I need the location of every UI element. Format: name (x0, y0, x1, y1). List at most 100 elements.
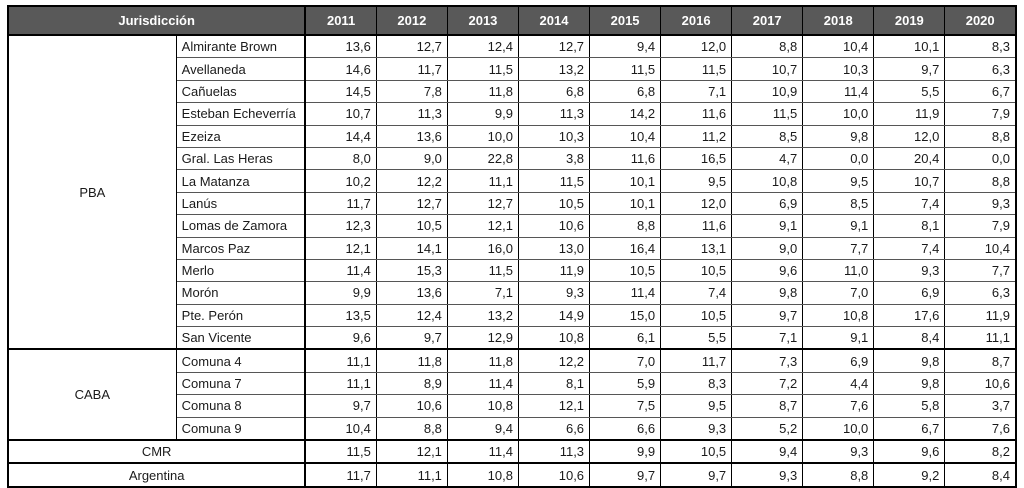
year-header-2020: 2020 (944, 5, 1017, 36)
value-cell: 8,5 (731, 124, 804, 148)
value-cell: 6,8 (517, 79, 591, 104)
value-cell: 12,0 (660, 191, 733, 216)
jurisdiction-name: Ezeiza (175, 124, 307, 148)
value-cell: 12,1 (304, 236, 377, 260)
value-cell: 11,5 (446, 57, 519, 81)
value-cell: 11,1 (375, 462, 448, 488)
jurisdiction-name: Comuna 9 (175, 416, 307, 441)
value-cell: 10,8 (731, 169, 804, 193)
value-cell: 8,8 (944, 169, 1017, 193)
value-cell: 12,4 (446, 34, 519, 59)
value-cell: 12,1 (517, 394, 591, 418)
value-cell: 9,1 (731, 214, 804, 238)
value-cell: 7,5 (589, 394, 662, 418)
jurisdiction-name: Lomas de Zamora (175, 214, 307, 238)
value-cell: 4,7 (731, 146, 804, 171)
value-cell: 11,6 (660, 102, 733, 126)
value-cell: 7,1 (731, 326, 804, 350)
value-cell: 9,3 (517, 281, 591, 305)
value-cell: 9,5 (802, 169, 875, 193)
value-cell: 10,8 (517, 326, 591, 350)
value-cell: 8,8 (375, 416, 448, 441)
table-row: San Vicente 9,6 9,7 12,9 10,8 6,1 5,5 7,1 9,1 8,4… (8, 326, 1017, 350)
value-cell: 11,4 (446, 439, 519, 464)
value-cell: 13,2 (517, 57, 591, 81)
value-cell: 11,8 (446, 79, 519, 104)
value-cell: 11,7 (375, 57, 448, 81)
value-cell: 6,9 (873, 281, 946, 305)
value-cell: 15,3 (375, 258, 448, 283)
table-row: La Matanza 10,2 12,2 11,1 11,5 10,1 9,5 10,8 9,5… (8, 169, 1017, 193)
value-cell: 12,0 (660, 34, 733, 59)
value-cell: 11,5 (589, 57, 662, 81)
jurisdiction-name: Merlo (175, 258, 307, 283)
value-cell: 11,5 (731, 102, 804, 126)
value-cell: 11,0 (802, 258, 875, 283)
value-cell: 11,7 (304, 191, 377, 216)
value-cell: 10,7 (731, 57, 804, 81)
value-cell: 8,8 (589, 214, 662, 238)
table-row: Merlo 11,4 15,3 11,5 11,9 10,5 10,5 9,6 11,0 9,3 7… (8, 258, 1017, 283)
value-cell: 17,6 (873, 303, 946, 328)
value-cell: 10,3 (802, 57, 875, 81)
value-cell: 9,9 (304, 281, 377, 305)
value-cell: 9,7 (375, 326, 448, 350)
value-cell: 10,0 (446, 124, 519, 148)
value-cell: 8,3 (660, 371, 733, 396)
value-cell: 8,4 (944, 462, 1017, 488)
value-cell: 11,5 (517, 169, 591, 193)
table-row: Lanús 11,7 12,7 12,7 10,5 10,1 12,0 6,9 8,5 7,4 9,… (8, 191, 1017, 216)
value-cell: 8,9 (375, 371, 448, 396)
value-cell: 9,8 (873, 348, 946, 373)
value-cell: 11,4 (589, 281, 662, 305)
value-cell: 10,4 (802, 34, 875, 59)
value-cell: 7,2 (731, 371, 804, 396)
value-cell: 13,6 (304, 34, 377, 59)
value-cell: 9,7 (873, 57, 946, 81)
value-cell: 13,2 (446, 303, 519, 328)
table-row: CABA Comuna 4 11,1 11,8 11,8 12,2 7,0 11,7 7,3 6,… (7, 348, 1017, 442)
table-row: Lomas de Zamora 12,3 10,5 12,1 10,6 8,8 11,6 9,… (8, 214, 1017, 238)
value-cell: 11,4 (802, 79, 875, 104)
value-cell: 8,7 (944, 348, 1017, 373)
value-cell: 10,5 (517, 191, 591, 216)
value-cell: 9,9 (589, 439, 662, 464)
value-cell: 20,4 (873, 146, 946, 171)
value-cell: 5,2 (731, 416, 804, 441)
value-cell: 14,6 (304, 57, 377, 81)
table-row: Avellaneda 14,6 11,7 11,5 13,2 11,5 11,5 10,7 10… (8, 57, 1017, 81)
value-cell: 10,4 (944, 236, 1017, 260)
value-cell: 9,7 (660, 462, 733, 488)
value-cell: 11,5 (660, 57, 733, 81)
value-cell: 9,9 (446, 102, 519, 126)
value-cell: 11,1 (304, 348, 377, 373)
value-cell: 10,5 (375, 214, 448, 238)
value-cell: 9,4 (589, 34, 662, 59)
value-cell: 9,8 (802, 124, 875, 148)
jurisdiction-name: Comuna 8 (175, 394, 307, 418)
jurisdiction-column-header: Jurisdicción (7, 5, 307, 36)
value-cell: 7,1 (446, 281, 519, 305)
value-cell: 8,8 (944, 124, 1017, 148)
value-cell: 10,5 (660, 258, 733, 283)
jurisdiction-name: Comuna 7 (175, 371, 307, 396)
table-header: Jurisdicción 2011 2012 2013 2014 2015 2016 201… (7, 5, 1017, 36)
value-cell: 14,2 (589, 102, 662, 126)
value-cell: 10,4 (589, 124, 662, 148)
value-cell: 10,1 (589, 191, 662, 216)
value-cell: 9,0 (375, 146, 448, 171)
table-body: PBA Almirante Brown 13,6 12,7 12,4 12,7 9,4 12,… (7, 33, 1017, 488)
value-cell: 6,3 (944, 57, 1017, 81)
jurisdiction-name: Morón (175, 281, 307, 305)
value-cell: 12,1 (375, 439, 448, 464)
value-cell: 7,7 (944, 258, 1017, 283)
value-cell: 14,1 (375, 236, 448, 260)
value-cell: 12,1 (446, 214, 519, 238)
value-cell: 7,6 (802, 394, 875, 418)
value-cell: 11,6 (660, 214, 733, 238)
value-cell: 9,3 (944, 191, 1017, 216)
value-cell: 8,0 (304, 146, 377, 171)
value-cell: 11,1 (446, 169, 519, 193)
jurisdiction-year-table: Jurisdicción 2011 2012 2013 2014 2015 2016 201… (7, 5, 1017, 488)
value-cell: 10,0 (802, 102, 875, 126)
